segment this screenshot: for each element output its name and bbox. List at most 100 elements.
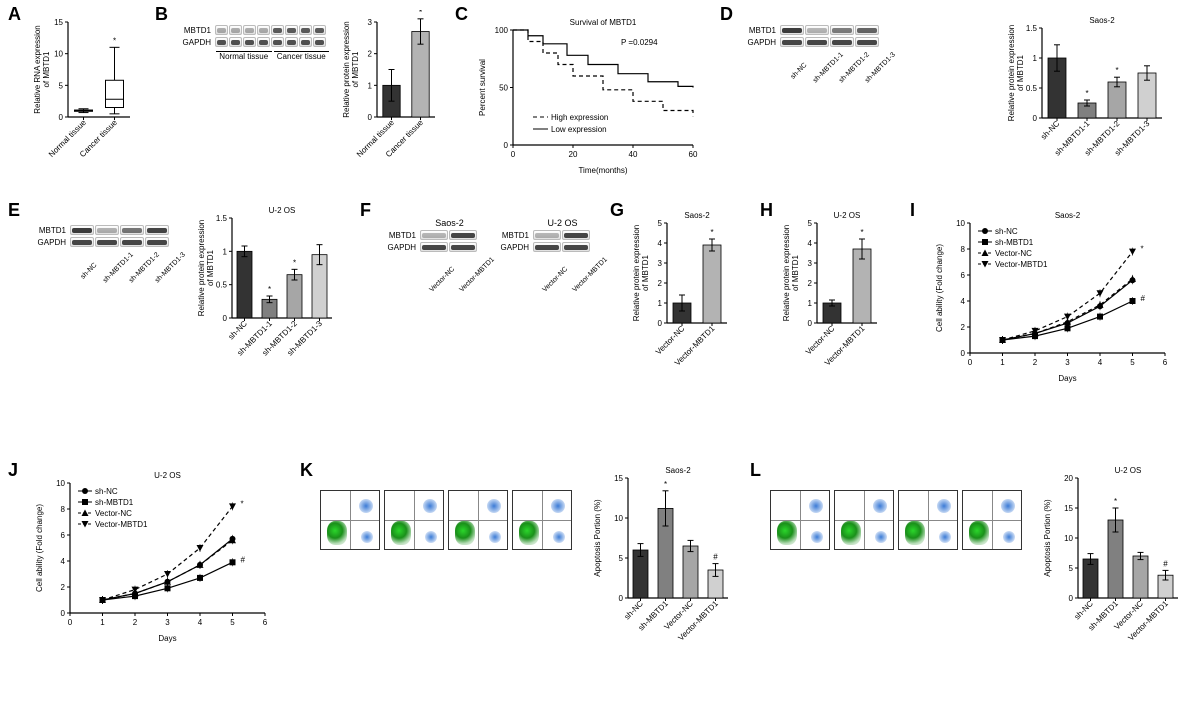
svg-text:15: 15: [614, 474, 623, 483]
svg-text:0.5: 0.5: [216, 281, 228, 290]
svg-text:10: 10: [1064, 534, 1073, 543]
svg-text:5: 5: [1130, 358, 1135, 367]
svg-text:1: 1: [658, 299, 663, 308]
blot-lane: [271, 25, 284, 35]
svg-text:2: 2: [808, 279, 813, 288]
svg-text:U-2 OS: U-2 OS: [269, 206, 296, 215]
blot-row: MBTD1: [175, 25, 330, 35]
svg-text:1: 1: [1000, 358, 1005, 367]
svg-text:2: 2: [133, 618, 138, 627]
svg-text:0: 0: [223, 314, 228, 323]
svg-text:20: 20: [569, 150, 578, 159]
svg-text:U-2 OS: U-2 OS: [834, 211, 861, 220]
svg-text:0: 0: [504, 141, 509, 150]
svg-text:15: 15: [54, 18, 63, 27]
svg-text:sh-NC: sh-NC: [1039, 119, 1062, 142]
panel-label-l: L: [750, 460, 761, 481]
svg-text:1: 1: [1033, 54, 1038, 63]
panel-i: 02468100123456Cell ability (Fold change)…: [930, 205, 1185, 390]
svg-text:0: 0: [961, 349, 966, 358]
panel-label-g: G: [610, 200, 624, 221]
blot-lane: [285, 25, 298, 35]
svg-text:4: 4: [1098, 358, 1103, 367]
svg-text:Apoptosis Portion (%): Apoptosis Portion (%): [1043, 499, 1052, 577]
blot-lane: [257, 37, 270, 47]
panel-b-bar: 0123Relative protein expressionof MBTD1N…: [335, 10, 445, 180]
svg-text:0: 0: [619, 594, 624, 603]
svg-text:#: #: [713, 553, 718, 562]
svg-text:#: #: [1141, 294, 1146, 303]
svg-text:*: *: [1085, 89, 1088, 98]
svg-text:8: 8: [61, 505, 66, 514]
panel-label-h: H: [760, 200, 773, 221]
svg-text:20: 20: [1064, 474, 1073, 483]
svg-text:Percent survival: Percent survival: [478, 59, 487, 116]
svg-text:of MBTD1: of MBTD1: [351, 51, 360, 88]
panel-e-bar: 00.511.5Relative protein expressionof MB…: [190, 200, 350, 390]
blot-lane: [229, 37, 242, 47]
svg-text:4: 4: [658, 239, 663, 248]
svg-text:100: 100: [495, 26, 509, 35]
svg-text:0: 0: [1033, 114, 1038, 123]
svg-text:50: 50: [499, 84, 508, 93]
blot-protein-label: GAPDH: [175, 38, 215, 47]
svg-text:3: 3: [658, 259, 663, 268]
panel-e-blot: MBTD1GAPDHsh-NCsh-MBTD1-1sh-MBTD1-2sh-MB…: [30, 225, 180, 256]
svg-text:1.5: 1.5: [216, 214, 228, 223]
svg-text:5: 5: [59, 81, 64, 90]
svg-text:5: 5: [658, 219, 663, 228]
svg-text:Survival of MBTD1: Survival of MBTD1: [570, 18, 637, 27]
svg-text:*: *: [419, 10, 422, 17]
svg-text:U-2 OS: U-2 OS: [1115, 466, 1142, 475]
svg-text:Time(months): Time(months): [578, 166, 627, 175]
svg-text:Vector-MBTD1: Vector-MBTD1: [95, 520, 148, 529]
panel-a: 051015Relative RNA expressionof MBTD1Nor…: [30, 10, 140, 180]
svg-text:0: 0: [61, 609, 66, 618]
panel-label-j: J: [8, 460, 18, 481]
svg-text:15: 15: [1064, 504, 1073, 513]
svg-text:#: #: [1163, 559, 1168, 568]
panel-g: 012345Relative protein expressionof MBTD…: [625, 205, 745, 390]
blot-lane: [243, 37, 256, 47]
svg-text:Saos-2: Saos-2: [1089, 16, 1115, 25]
blot-lane: [313, 25, 326, 35]
svg-text:Saos-2: Saos-2: [684, 211, 710, 220]
svg-text:Apoptosis Portion (%): Apoptosis Portion (%): [593, 499, 602, 577]
svg-text:10: 10: [956, 219, 965, 228]
svg-text:0: 0: [68, 618, 73, 627]
svg-text:#: #: [241, 555, 246, 564]
svg-text:*: *: [241, 499, 244, 508]
panel-l-facs: [770, 490, 1026, 553]
blot-lane: [215, 37, 228, 47]
svg-text:0: 0: [1069, 594, 1074, 603]
svg-text:of MBTD1: of MBTD1: [206, 249, 215, 286]
blot-row: GAPDH: [175, 37, 330, 47]
blot-protein-label: MBTD1: [175, 26, 215, 35]
panel-l-bar: 05101520Apoptosis Portion (%)U-2 OSsh-NC…: [1040, 460, 1190, 670]
svg-text:10: 10: [56, 479, 65, 488]
svg-text:2: 2: [961, 323, 966, 332]
svg-text:Days: Days: [158, 634, 176, 643]
svg-text:2: 2: [658, 279, 663, 288]
panel-label-k: K: [300, 460, 313, 481]
svg-text:Vector-MBTD1: Vector-MBTD1: [995, 260, 1048, 269]
blot-lane: [229, 25, 242, 35]
svg-text:10: 10: [614, 514, 623, 523]
svg-text:Days: Days: [1058, 374, 1076, 383]
blot-lane: [215, 25, 228, 35]
svg-text:*: *: [1115, 66, 1118, 75]
svg-text:P =0.0294: P =0.0294: [621, 38, 658, 47]
panel-label-e: E: [8, 200, 20, 221]
panel-j: 02468100123456Cell ability (Fold change)…: [30, 465, 285, 650]
panel-label-i: I: [910, 200, 915, 221]
panel-label-b: B: [155, 4, 168, 25]
svg-text:2: 2: [1033, 358, 1038, 367]
svg-text:High expression: High expression: [551, 113, 608, 122]
panel-label-a: A: [8, 4, 21, 25]
svg-text:0: 0: [368, 113, 373, 122]
blot-lane: [299, 25, 312, 35]
panel-h: 012345Relative protein expressionof MBTD…: [775, 205, 895, 390]
svg-text:of MBTD1: of MBTD1: [1016, 54, 1025, 91]
svg-text:10: 10: [54, 50, 63, 59]
flow-plot: [770, 490, 830, 550]
